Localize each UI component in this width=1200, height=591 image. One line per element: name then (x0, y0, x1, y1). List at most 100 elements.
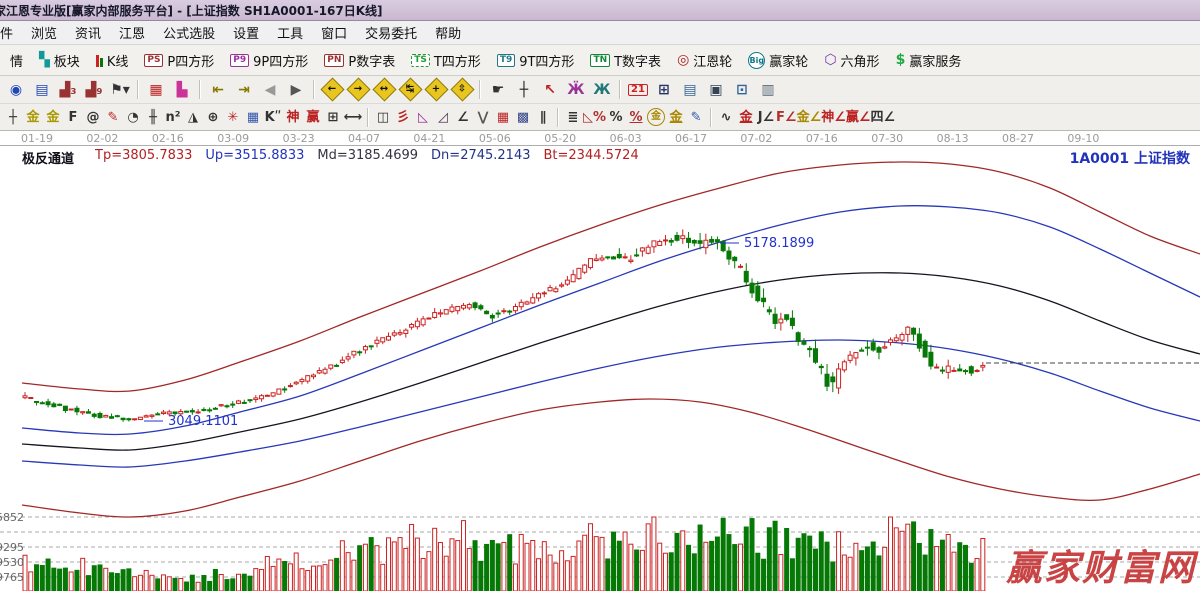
indicator-readout: 极反通道 Tp=3805.7833 Up=3515.8833 Md=3185.469… (22, 148, 639, 167)
gold-fence-tool-1-icon[interactable]: 金 (26, 109, 40, 125)
target-circle-tool-icon[interactable]: ⊕ (207, 109, 219, 125)
shen-angle-icon[interactable]: 神∠ (821, 109, 846, 125)
volume-profile-icon[interactable]: ▙ (176, 81, 188, 98)
save-icon[interactable]: ▣ (709, 81, 723, 98)
percent-triangle-icon[interactable]: ◺% (583, 109, 607, 125)
quick-p-square[interactable]: PS P四方形 (136, 45, 222, 75)
angle-lines-icon[interactable]: ∠ (457, 109, 469, 125)
pan-hand-icon[interactable]: ☛ (491, 81, 505, 98)
calculator-icon[interactable]: ⊞ (658, 81, 670, 98)
frame-tool-icon[interactable]: ◫ (376, 109, 390, 125)
market-hotspot-icon[interactable]: ◉ (9, 81, 23, 98)
spiral-tool-icon[interactable]: @ (86, 109, 100, 125)
quick-winner-service[interactable]: $ 赢家服务 (888, 45, 970, 75)
ying-tool-icon[interactable]: 赢 (306, 109, 320, 125)
first-bar-icon[interactable]: ⇤ (212, 81, 224, 98)
menu-item-7[interactable]: 窗口 (321, 27, 348, 42)
workstation-icon[interactable]: ▥ (761, 81, 775, 98)
flag-marker-dropdown-icon[interactable]: ⚑▾ (110, 81, 130, 98)
quick-t-table[interactable]: TN T数字表 (582, 45, 669, 75)
prism-tool-icon[interactable]: ◮ (188, 109, 198, 125)
quick-sectors-icon: ▚ (39, 52, 50, 68)
mark-pin-icon[interactable]: ↖ (544, 81, 556, 98)
chart-region[interactable]: 01-19 02-02 02-16 03-09 03-23 04-07 04-21 05-06… (0, 131, 1200, 591)
gold-underline-red-icon[interactable]: 金 (739, 109, 753, 125)
quick-quotes-label: 情 (10, 54, 24, 70)
si-angle-icon[interactable]: 四∠ (870, 109, 896, 125)
percent-lines-icon[interactable]: % (629, 109, 643, 125)
cross-tool-icon[interactable]: ┼ (9, 109, 17, 125)
menu-item-9[interactable]: 帮助 (435, 27, 462, 42)
wave-tool-icon[interactable]: ∿ (720, 109, 732, 125)
quick-sectors[interactable]: ▚ 板块 (31, 45, 88, 75)
gann-grid-blue-icon[interactable]: ▩ (516, 109, 530, 125)
kline-3-period-icon[interactable]: ▟₃ (59, 81, 77, 98)
menu-item-1[interactable]: 浏览 (31, 27, 58, 42)
f-angle-icon[interactable]: F∠ (776, 109, 797, 125)
check-lines-icon[interactable]: ⋁ (477, 109, 489, 125)
fence-tool-icon[interactable]: F (68, 109, 78, 125)
last-bar-icon[interactable]: ⇥ (238, 81, 250, 98)
gann-span-icon[interactable]: ↔ (371, 77, 397, 102)
horizontal-span-tool-icon[interactable]: ⟷ (343, 109, 363, 125)
price-pen-icon[interactable]: ✎ (690, 109, 702, 125)
gann-grid-red-icon[interactable]: ▦ (496, 109, 510, 125)
quick-winner-wheel[interactable]: Big 赢家轮 (740, 45, 816, 75)
cycle-clock-tool-icon[interactable]: ◔ (127, 109, 139, 125)
fan-lines-red-icon[interactable]: 彡 (396, 109, 410, 125)
grid-square-tool-icon[interactable]: ▦ (246, 109, 260, 125)
chip-distribution-icon[interactable]: ▦ (149, 81, 163, 98)
gann-converge-icon[interactable]: ↹ (397, 77, 423, 102)
gold-fence-tool-2-icon[interactable]: 金 (46, 109, 60, 125)
knot-teal-icon[interactable]: Ж (593, 81, 611, 98)
menu-item-4[interactable]: 公式选股 (163, 27, 216, 42)
gold-angle-icon[interactable]: 金∠ (796, 109, 822, 125)
golden-section-line-icon[interactable]: 金 (669, 109, 683, 125)
j-angle-icon[interactable]: J∠ (757, 109, 775, 125)
menu-item-0[interactable]: 件 (0, 27, 14, 42)
star-wheel-tool-icon[interactable]: ✳ (227, 109, 239, 125)
kline-plot[interactable]: 赢家财富网 5178.1899 3049.1101 5852 9295 9530 9765 (0, 146, 1200, 591)
quick-quotes[interactable]: 情 (2, 45, 31, 75)
notes-icon[interactable]: ▤ (683, 81, 697, 98)
quick-9t-square[interactable]: T9 9T四方形 (489, 45, 583, 75)
shen-tool-icon[interactable]: 神 (286, 109, 300, 125)
ying-angle-icon[interactable]: 赢∠ (845, 109, 871, 125)
chart-export-icon[interactable]: ⊡ (736, 81, 748, 98)
quick-9p-square-label: 9P四方形 (253, 54, 309, 70)
date-tick-label: 04-21 (413, 132, 446, 145)
k-mark-tool-icon[interactable]: Kʺ (264, 109, 282, 125)
info-report-icon[interactable]: ▤ (35, 81, 49, 98)
quick-p-table[interactable]: PN P数字表 (316, 45, 403, 75)
quick-9p-square[interactable]: P9 9P四方形 (222, 45, 316, 75)
fan-box-dark-icon[interactable]: ◿ (438, 109, 448, 125)
menu-item-5[interactable]: 设置 (233, 27, 260, 42)
parallel-lines-icon[interactable]: ∥ (539, 109, 547, 125)
pen-tool-icon[interactable]: ✎ (107, 109, 119, 125)
crosshair-icon[interactable]: ┼ (519, 81, 529, 98)
tick-ruler-tool-icon[interactable]: ╫ (149, 109, 157, 125)
gann-expand-icon[interactable]: ⇳ (449, 77, 475, 102)
menu-item-3[interactable]: 江恩 (119, 27, 146, 42)
kline-9-period-icon[interactable]: ▟₉ (85, 81, 103, 98)
calendar-icon[interactable]: 21 (626, 78, 650, 101)
scale-list-icon[interactable]: ≣ (567, 109, 579, 125)
prev-bar-icon[interactable]: ◀ (264, 81, 276, 98)
n-square-tool-icon[interactable]: n² (165, 109, 181, 125)
next-bar-icon[interactable]: ▶ (290, 81, 302, 98)
golden-section-circle-icon[interactable]: 金 (646, 106, 666, 129)
gann-cross-icon[interactable]: + (423, 77, 449, 102)
menu-item-8[interactable]: 交易委托 (365, 27, 418, 42)
quick-hexagon[interactable]: ⬡ 六角形 (816, 45, 887, 75)
ruler-123-tool-icon[interactable]: ⊞ (327, 109, 339, 125)
fan-box-purple-icon[interactable]: ◺ (418, 109, 428, 125)
knot-purple-icon[interactable]: Ӝ (567, 81, 585, 98)
quick-t-square[interactable]: TS T四方形 (403, 45, 489, 75)
quick-gann-wheel[interactable]: ◎ 江恩轮 (669, 45, 740, 75)
gann-shift-right-icon[interactable]: → (345, 77, 371, 102)
menu-item-2[interactable]: 资讯 (75, 27, 102, 42)
menu-item-6[interactable]: 工具 (277, 27, 304, 42)
quick-kline[interactable]: K线 (88, 45, 137, 75)
gann-shift-left-icon[interactable]: ← (319, 77, 345, 102)
percent-icon[interactable]: % (609, 109, 623, 125)
